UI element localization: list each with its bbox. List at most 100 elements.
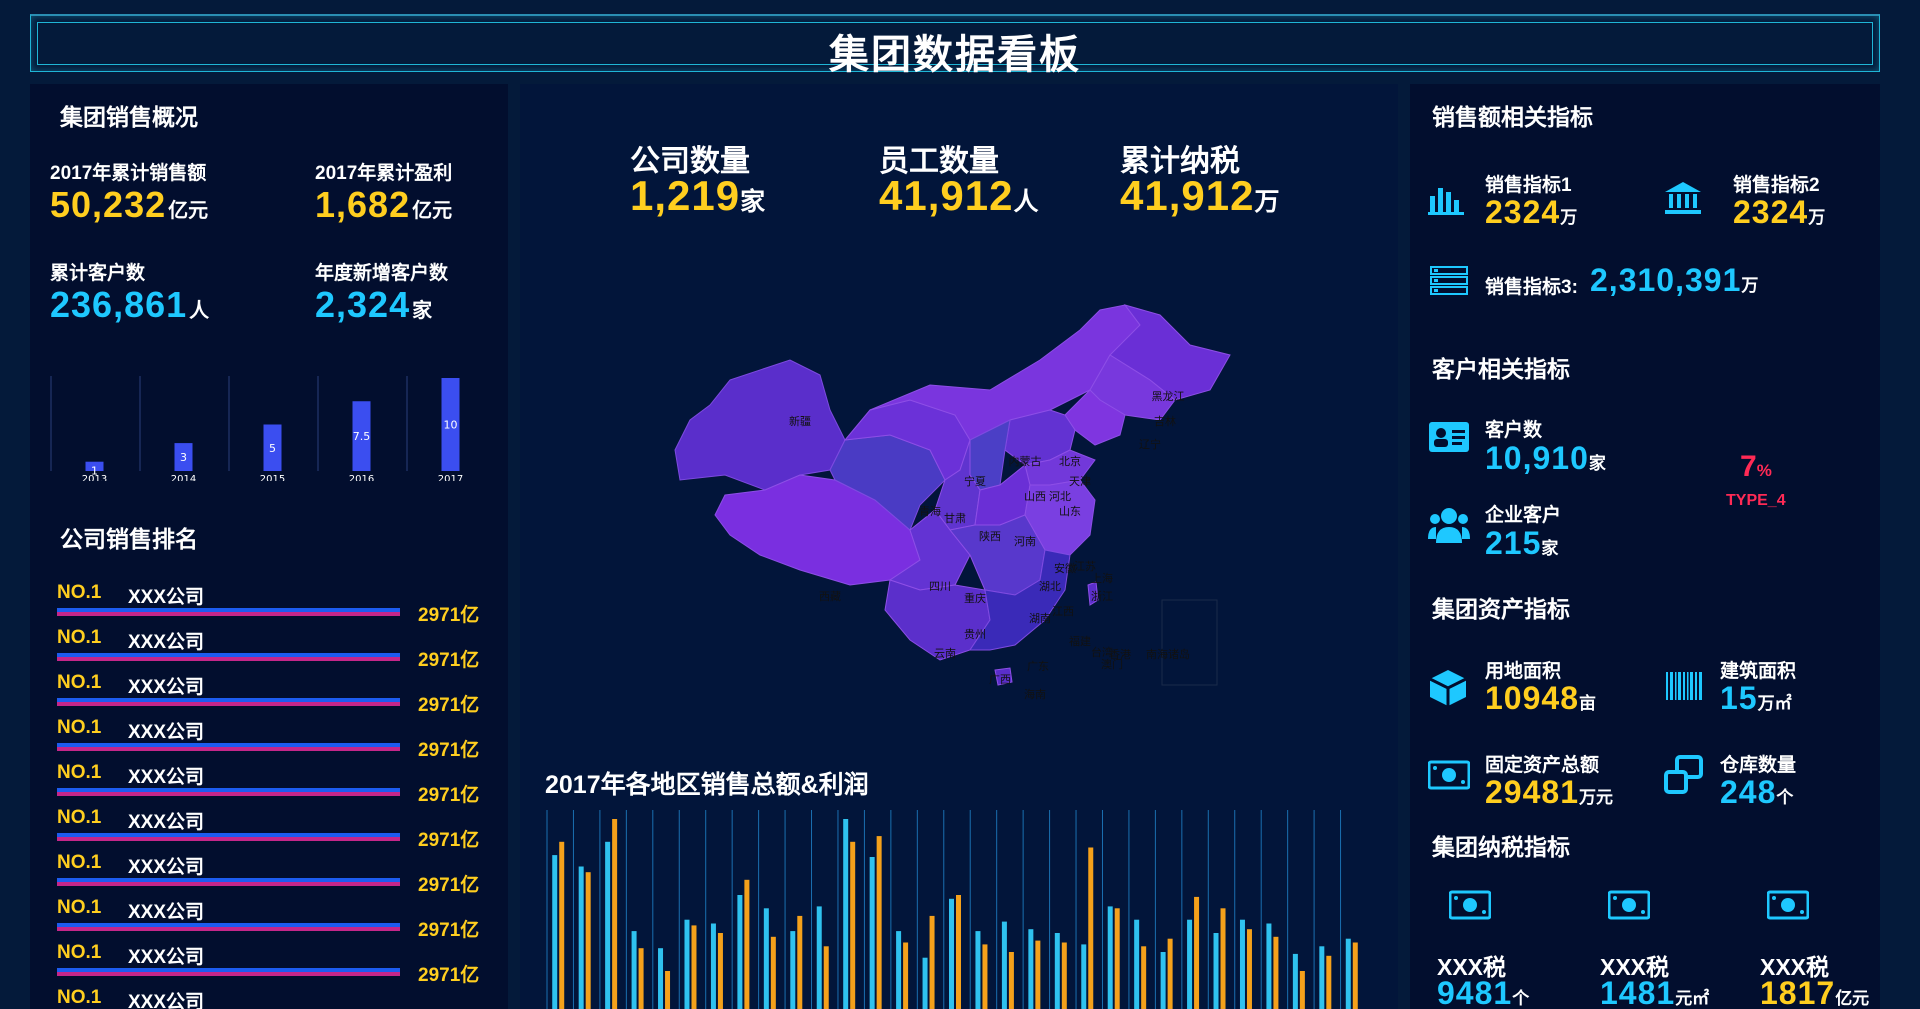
sales-chart-bar-series-2: [876, 836, 882, 1009]
sales-chart-bar-series-1: [843, 819, 849, 1009]
map-label: 青海: [919, 504, 941, 518]
sales-chart-bar-series-2: [1326, 955, 1332, 1009]
sales-chart-bar-series-1: [710, 923, 716, 1009]
company-name: XXX公司: [128, 677, 205, 698]
money-icon: [1767, 890, 1809, 920]
map-label: 湖北: [1039, 580, 1061, 593]
asset-label: 用地面积: [1485, 661, 1562, 682]
header-frame: [37, 22, 1873, 65]
map-region-hainan[interactable]: [994, 667, 1013, 686]
sales-indicators-title: 销售额相关指标: [1432, 104, 1593, 130]
ranking-row[interactable]: NO.1 XXX公司 2971亿: [57, 672, 497, 717]
sales-chart-bar-series-1: [1292, 953, 1298, 1009]
map-label: 辽宁: [1139, 437, 1161, 451]
mini-chart-data-label: 5: [269, 442, 276, 455]
map-label: 香港: [1109, 648, 1131, 661]
map-label: 云南: [934, 647, 956, 660]
asset-label: 固定资产总额: [1485, 755, 1600, 776]
sales-chart-bar-series-2: [1220, 908, 1226, 1009]
company-name: XXX公司: [128, 857, 205, 878]
map-label: 福建: [1069, 634, 1091, 648]
rank-number: NO.1: [57, 852, 102, 873]
overview-title: 集团销售概况: [60, 104, 198, 130]
mini-chart-tick-label: 2014: [171, 474, 196, 481]
stat-label: 2017年累计盈利: [315, 163, 453, 184]
cube-icon: [1429, 670, 1467, 706]
rank-value: 2971亿: [418, 605, 480, 626]
sales-chart-bar-series-2: [612, 819, 618, 1009]
map-label: 江苏: [1074, 560, 1096, 573]
ranking-list: NO.1 XXX公司 2971亿 NO.1 XXX公司 2971亿 NO.1 XXX公司 297…: [57, 582, 497, 1009]
map-label: 内蒙古: [1009, 454, 1042, 468]
map-region-taiwan[interactable]: [1087, 581, 1099, 606]
map-label: 安徽: [1054, 561, 1076, 575]
mini-chart-tick-label: 2015: [260, 474, 285, 481]
customer-value: 215家: [1485, 525, 1559, 561]
sales-chart-bar-series-2: [982, 944, 988, 1009]
asset-label: 建筑面积: [1720, 661, 1797, 682]
asset-value: 248个: [1720, 774, 1794, 810]
ranking-row[interactable]: NO.1 XXX公司 2971亿: [57, 762, 497, 807]
rank-number: NO.1: [57, 627, 102, 648]
sales-chart-bar-series-1: [1134, 919, 1140, 1009]
sales-chart-bar-series-2: [665, 971, 671, 1009]
mini-chart-tick-label: 2016: [349, 474, 374, 481]
ranking-row[interactable]: NO.1 XXX公司 2971亿: [57, 807, 497, 852]
sales-chart-bar-series-1: [975, 931, 981, 1009]
sales-chart-bar-series-2: [744, 879, 750, 1009]
mini-chart-bar: [174, 443, 193, 471]
customer-label: 企业客户: [1485, 505, 1562, 526]
sales-chart-bar-series-1: [816, 906, 822, 1009]
stat-label: 年度新增客户数: [315, 263, 449, 284]
map-label: 河南: [1014, 535, 1036, 548]
percent-value: 7%: [1740, 450, 1772, 483]
map-label: 南海诸岛: [1146, 647, 1190, 661]
rank-value: 2971亿: [418, 920, 480, 941]
sales-chart-bar-series-1: [949, 898, 954, 1009]
ranking-row[interactable]: NO.1 XXX公司 2971亿: [57, 582, 497, 627]
company-name: XXX公司: [128, 767, 205, 788]
sales-chart-bar-series-1: [763, 908, 769, 1009]
id-card-icon: [1429, 422, 1469, 452]
stat-label: 2017年累计销售额: [50, 163, 207, 184]
page-title: 集团数据看板: [829, 33, 1081, 77]
tax-label: XXX税: [1437, 954, 1507, 980]
sales-chart-bar-series-1: [1187, 919, 1193, 1009]
mini-chart-bar: [441, 378, 460, 471]
sales-chart-bar-series-2: [559, 841, 565, 1009]
sales-chart-bar-series-1: [1081, 944, 1087, 1009]
ranking-row[interactable]: NO.1 XXX公司 2971亿: [57, 897, 497, 942]
asset-value: 10948亩: [1485, 680, 1596, 716]
sales-chart-bar-series-2: [956, 895, 961, 1009]
rank-number: NO.1: [57, 717, 102, 738]
rank-value: 2971亿: [418, 740, 480, 761]
rank-number: NO.1: [57, 942, 102, 963]
map-region-south[interactable]: [969, 549, 1071, 651]
sales-indicator-label: 销售指标2: [1733, 175, 1820, 196]
server-icon: [1430, 266, 1468, 295]
rank-bar: [57, 833, 400, 841]
sales-chart-bar-series-2: [1194, 896, 1200, 1009]
map-region-xinjiang[interactable]: [674, 359, 846, 491]
sales-indicator-label: 销售指标3:: [1485, 277, 1578, 298]
ranking-row[interactable]: NO.1 XXX公司 2971亿: [57, 852, 497, 897]
sales-chart-bar-series-1: [1107, 906, 1113, 1009]
company-name: XXX公司: [128, 722, 205, 743]
map-label: 重庆: [964, 591, 986, 605]
ranking-row[interactable]: NO.1 XXX公司 2971亿: [57, 717, 497, 762]
tax-label: XXX税: [1600, 954, 1670, 980]
sales-chart-bar-series-2: [929, 915, 935, 1009]
map-label: 吉林: [1154, 414, 1176, 428]
map-region-heilongjiang[interactable]: [1109, 304, 1231, 401]
rank-number: NO.1: [57, 762, 102, 783]
ranking-row[interactable]: NO.1 XXX公司 2971亿: [57, 627, 497, 672]
ranking-row[interactable]: NO.1 XXX公司 2971亿: [57, 987, 497, 1009]
rank-value: 2971亿: [418, 785, 480, 806]
map-label: 澳门: [1101, 657, 1123, 671]
ranking-row[interactable]: NO.1 XXX公司 2971亿: [57, 942, 497, 987]
stat-value: 1,682 亿元: [315, 184, 453, 225]
sales-chart-bar-series-1: [631, 931, 637, 1009]
rank-bar: [57, 743, 400, 751]
